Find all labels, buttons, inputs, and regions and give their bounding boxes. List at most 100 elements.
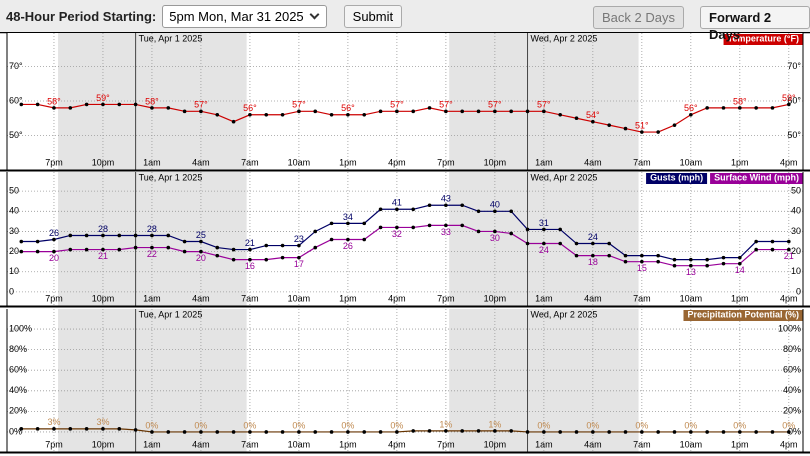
- x-tick-label: 7pm: [437, 293, 455, 303]
- x-tick-label: 10pm: [92, 439, 115, 449]
- x-tick-label: 4pm: [388, 293, 406, 303]
- x-tick-label: 7pm: [45, 439, 63, 449]
- data-point: [444, 429, 448, 433]
- data-point: [264, 257, 269, 262]
- legend-swatch: [646, 173, 708, 184]
- data-point: [493, 209, 497, 214]
- submit-button[interactable]: Submit: [343, 4, 403, 28]
- data-point: [101, 247, 105, 252]
- y-tick-label-right: 0: [796, 286, 801, 296]
- data-point: [297, 255, 301, 260]
- value-label: 13: [686, 267, 696, 277]
- data-point: [166, 106, 171, 110]
- x-tick-label: 1pm: [731, 293, 749, 303]
- data-point: [754, 247, 758, 252]
- data-point: [623, 253, 628, 258]
- date-label: Wed, Apr 2 2025: [531, 33, 598, 43]
- data-point: [525, 241, 530, 246]
- data-point: [68, 106, 73, 110]
- data-point: [493, 229, 497, 234]
- data-point: [215, 245, 220, 250]
- x-tick-label: 10am: [680, 157, 703, 167]
- data-point: [84, 247, 89, 252]
- x-tick-label: 10am: [680, 293, 703, 303]
- x-tick-label: 7pm: [437, 157, 455, 167]
- x-tick-label: 4am: [192, 439, 210, 449]
- data-point: [133, 233, 138, 238]
- date-label: Wed, Apr 2 2025: [531, 172, 598, 182]
- data-point: [623, 430, 628, 434]
- data-point: [199, 239, 203, 244]
- data-point: [378, 430, 383, 434]
- data-point: [231, 430, 236, 434]
- data-point: [705, 257, 709, 262]
- value-label: 57°: [488, 100, 502, 110]
- y-tick-label-right: 40: [791, 206, 801, 216]
- value-label: 1%: [488, 419, 501, 429]
- y-tick-label: 50: [9, 186, 19, 196]
- y-tick-label-right: 10: [791, 266, 801, 276]
- data-point: [623, 259, 628, 264]
- date-label: Tue, Apr 1 2025: [139, 33, 203, 43]
- data-point: [525, 430, 530, 434]
- y-tick-label: 100%: [9, 323, 32, 333]
- y-tick-label-right: 30: [791, 226, 801, 236]
- data-point: [378, 109, 383, 114]
- value-label: 54°: [586, 110, 600, 120]
- data-point: [476, 209, 481, 214]
- data-point: [182, 109, 187, 114]
- data-point: [640, 130, 644, 134]
- data-point: [460, 203, 465, 208]
- x-tick-label: 7pm: [45, 293, 63, 303]
- data-point: [705, 106, 709, 110]
- data-point: [754, 430, 758, 434]
- data-point: [542, 109, 546, 114]
- data-point: [607, 253, 611, 258]
- data-point: [672, 263, 677, 268]
- value-label: 0%: [782, 420, 795, 430]
- data-point: [623, 126, 628, 131]
- legend-swatch: [683, 310, 803, 321]
- x-tick-label: 4pm: [780, 439, 798, 449]
- data-point: [689, 430, 693, 434]
- value-label: 15: [637, 263, 647, 273]
- data-point: [509, 109, 513, 114]
- data-point: [721, 106, 726, 110]
- data-point: [411, 109, 416, 114]
- data-point: [231, 119, 236, 124]
- value-label: 0%: [586, 420, 599, 430]
- data-point: [738, 106, 742, 110]
- data-point: [558, 241, 562, 246]
- data-point: [591, 430, 595, 434]
- y-tick-label: 20: [9, 246, 19, 256]
- data-point: [313, 245, 318, 250]
- y-tick-label-right: 60%: [783, 365, 801, 375]
- data-point: [297, 109, 301, 114]
- data-point: [101, 233, 105, 238]
- data-point: [395, 430, 399, 434]
- x-tick-label: 10am: [288, 157, 311, 167]
- y-tick-label: 70°: [9, 61, 23, 71]
- y-tick-label: 80%: [9, 344, 27, 354]
- data-point: [476, 229, 481, 234]
- data-point: [346, 237, 350, 242]
- x-tick-label: 1pm: [339, 439, 357, 449]
- x-tick-label: 7am: [633, 157, 651, 167]
- data-point: [166, 245, 171, 250]
- data-point: [787, 102, 791, 107]
- back-button[interactable]: Back 2 Days: [593, 6, 684, 29]
- data-point: [558, 430, 562, 434]
- forward-button[interactable]: Forward 2 Days: [700, 6, 810, 42]
- data-point: [689, 257, 693, 262]
- value-label: 57°: [292, 100, 306, 110]
- x-tick-label: 1pm: [731, 157, 749, 167]
- data-point: [656, 430, 660, 434]
- period-select[interactable]: 5pm Mon, Mar 31 2025: [162, 4, 327, 28]
- data-point: [640, 430, 644, 434]
- data-point: [35, 239, 40, 244]
- data-point: [264, 430, 269, 434]
- data-point: [574, 253, 579, 258]
- night-shading: [449, 309, 639, 452]
- data-point: [68, 427, 73, 431]
